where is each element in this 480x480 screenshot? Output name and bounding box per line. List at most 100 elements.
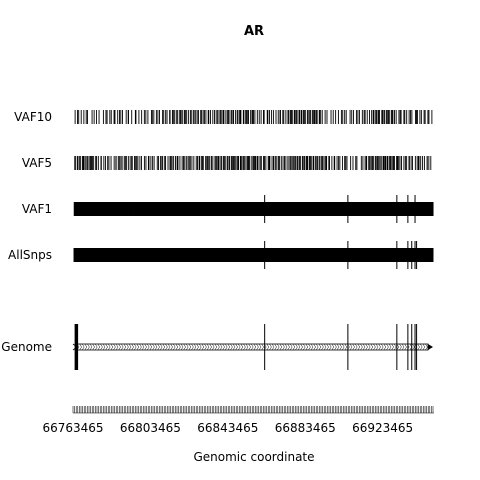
strand-chevron (170, 343, 173, 351)
strand-chevron (180, 343, 184, 351)
strand-chevron (126, 343, 129, 351)
strand-chevron (115, 343, 119, 351)
strand-chevron (344, 343, 348, 351)
strand-chevron (386, 343, 389, 351)
chart-title: AR (244, 24, 264, 39)
strand-chevron (232, 343, 236, 351)
track-label: AllSnps (8, 248, 52, 262)
track-label: VAF5 (22, 156, 52, 170)
strand-chevron (162, 343, 166, 351)
strand-chevron (201, 343, 205, 351)
x-tick-label: 66923465 (352, 421, 413, 435)
strand-chevron (193, 343, 197, 351)
strand-chevron (404, 343, 407, 351)
strand-chevron (419, 343, 423, 351)
strand-chevron (339, 343, 342, 351)
strand-chevron (274, 343, 277, 351)
strand-chevron (362, 343, 366, 351)
strand-chevron (287, 343, 290, 351)
track-vaf10: VAF10 (14, 110, 433, 124)
track-allsnps: AllSnps (8, 241, 434, 269)
strand-chevron (97, 343, 101, 351)
strand-chevron (144, 343, 147, 351)
strand-chevron (391, 343, 394, 351)
strand-chevron (107, 343, 111, 351)
strand-chevron (146, 343, 150, 351)
strand-chevron (367, 343, 371, 351)
x-tick-label: 66883465 (275, 421, 336, 435)
strand-chevron (152, 343, 155, 351)
strand-chevron (365, 343, 368, 351)
strand-chevron (172, 343, 176, 351)
strand-chevron (243, 343, 246, 351)
strand-chevron (315, 343, 319, 351)
strand-chevron (323, 343, 327, 351)
strand-chevron (100, 343, 103, 351)
strand-chevron (425, 343, 428, 351)
strand-chevron (308, 343, 311, 351)
x-axis-label: Genomic coordinate (193, 450, 314, 464)
strand-chevron (105, 343, 108, 351)
strand-chevron (165, 343, 168, 351)
strand-chevron (256, 343, 259, 351)
strand-chevron (388, 343, 392, 351)
strand-chevron (292, 343, 296, 351)
strand-chevron (102, 343, 106, 351)
strand-chevron (196, 343, 199, 351)
strand-chevron (383, 343, 387, 351)
strand-chevron (240, 343, 244, 351)
strand-chevron (128, 343, 132, 351)
strand-chevron (248, 343, 251, 351)
strand-chevron (133, 343, 137, 351)
strand-chevron (331, 343, 335, 351)
strand-chevron (237, 343, 241, 351)
strand-chevron (258, 343, 262, 351)
strand-chevron (360, 343, 363, 351)
strand-chevron (113, 343, 116, 351)
strand-chevron (92, 343, 95, 351)
strand-chevron (235, 343, 238, 351)
strand-chevron (118, 343, 121, 351)
strand-chevron (89, 343, 93, 351)
strand-chevron (245, 343, 249, 351)
x-tick-label: 66803465 (120, 421, 181, 435)
strand-chevron (373, 343, 376, 351)
strand-chevron (214, 343, 218, 351)
strand-chevron (334, 343, 337, 351)
strand-chevron (188, 343, 192, 351)
strand-chevron (305, 343, 309, 351)
strand-chevron (204, 343, 207, 351)
strand-chevron (230, 343, 233, 351)
strand-chevron (318, 343, 322, 351)
strand-chevron (399, 343, 402, 351)
strand-chevron (269, 343, 272, 351)
track-vaf1: VAF1 (22, 195, 434, 223)
strand-chevron (266, 343, 270, 351)
strand-chevron (154, 343, 158, 351)
track-label: VAF1 (22, 202, 52, 216)
strand-chevron (271, 343, 275, 351)
strand-chevron (297, 343, 301, 351)
strand-chevron (302, 343, 306, 351)
strand-chevron (300, 343, 303, 351)
strand-chevron (211, 343, 215, 351)
strand-chevron (289, 343, 293, 351)
strand-chevron (349, 343, 353, 351)
strand-chevron (175, 343, 179, 351)
strand-chevron (295, 343, 298, 351)
track-label: VAF10 (14, 110, 52, 124)
strand-chevron (422, 343, 426, 351)
strand-chevron (87, 343, 90, 351)
strand-chevron (341, 343, 345, 351)
gene-arrow-head (428, 344, 433, 350)
strand-chevron (279, 343, 283, 351)
x-tick-label: 66763465 (42, 421, 103, 435)
strand-chevron (198, 343, 202, 351)
strand-chevron (326, 343, 329, 351)
strand-chevron (378, 343, 381, 351)
strand-chevron (393, 343, 397, 351)
strand-chevron (261, 343, 264, 351)
strand-chevron (396, 343, 400, 351)
strand-chevron (159, 343, 163, 351)
